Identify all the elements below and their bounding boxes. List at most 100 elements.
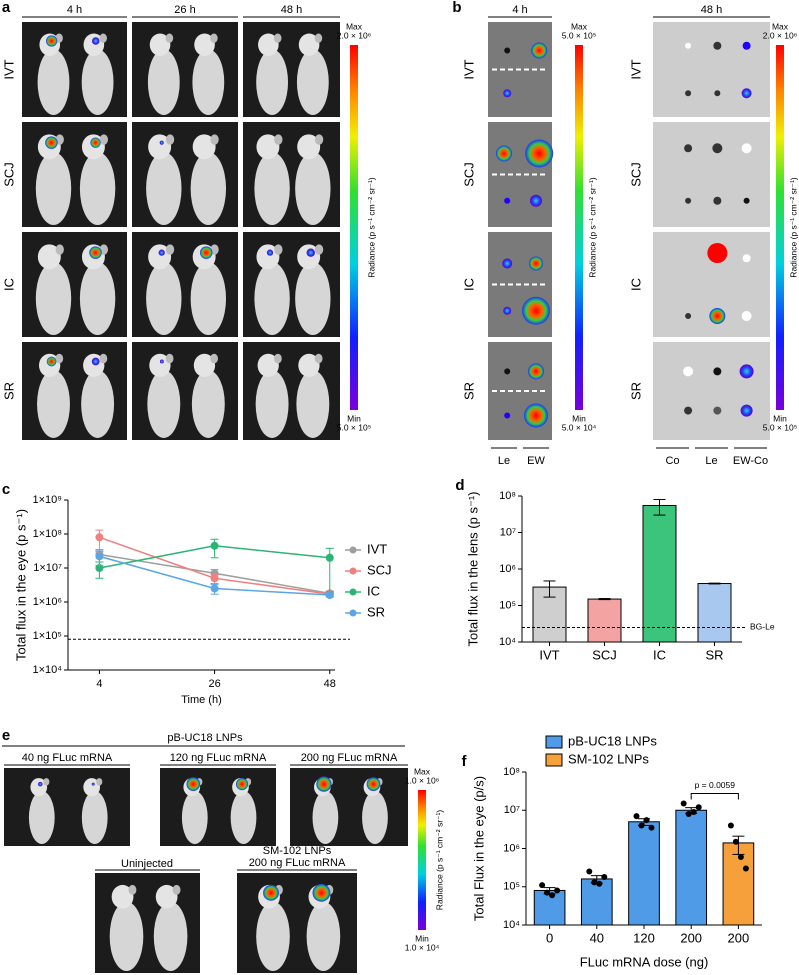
- tissue: [712, 143, 723, 154]
- mouse-body: [79, 152, 116, 225]
- tissue: [529, 256, 543, 271]
- panel-label: d: [455, 477, 464, 494]
- group-label: Uninjected: [121, 858, 173, 870]
- row-label: IVT: [628, 59, 643, 79]
- point: [633, 813, 640, 820]
- point: [742, 865, 749, 872]
- image-tile: [160, 768, 276, 846]
- colorbar-min: Min: [415, 933, 429, 943]
- tissue: [525, 139, 554, 168]
- row-label: SCJ: [1, 162, 16, 187]
- row-label: SCJ: [628, 162, 643, 187]
- tissue: [503, 306, 512, 315]
- tissue: [713, 367, 722, 376]
- mouse-head: [37, 244, 61, 270]
- tissue: [683, 366, 694, 377]
- signal: [91, 357, 100, 366]
- mouse-body: [190, 152, 227, 225]
- colorbar-title: Radiance (p s⁻¹ cm⁻² sr⁻¹): [587, 177, 597, 278]
- image-tile: [290, 768, 408, 846]
- image-tile: [237, 873, 357, 973]
- bar: [675, 809, 708, 926]
- point: [648, 824, 655, 831]
- tissue: [742, 254, 751, 263]
- mouse-body: [296, 370, 330, 438]
- mouse-head: [256, 134, 280, 160]
- mouse-head: [257, 353, 279, 377]
- colorbar-max-value: 2.0 × 10⁶: [337, 30, 371, 40]
- row-label: IC: [1, 278, 16, 291]
- mouse-head: [258, 33, 279, 56]
- mouse-ear: [99, 244, 109, 255]
- signal: [38, 781, 43, 787]
- mouse-ear: [165, 353, 174, 364]
- point: [549, 892, 556, 899]
- mouse-body: [255, 370, 289, 438]
- signal: [90, 137, 101, 148]
- mouse-body: [153, 901, 188, 971]
- mouse-body: [254, 152, 290, 225]
- tissue: [504, 47, 511, 54]
- x-axis-title: FLuc mRNA dose (ng): [580, 954, 709, 969]
- colorbar-title: Radiance (p s⁻¹ cm⁻² sr⁻¹): [366, 177, 376, 278]
- point: [596, 880, 603, 887]
- dose-label: 120 ng FLuc mRNA: [170, 752, 267, 764]
- mouse-ear: [96, 778, 103, 786]
- mouse-body: [147, 370, 181, 438]
- signal: [91, 37, 100, 45]
- row-label: SR: [461, 382, 476, 400]
- signal: [158, 249, 165, 256]
- mouse-body: [79, 262, 116, 335]
- reference-label: BG-Le: [750, 622, 775, 632]
- mouse-ear: [273, 33, 282, 43]
- mouse-ear: [274, 353, 282, 364]
- mouse-body: [256, 49, 289, 115]
- colorbar-min: Min: [572, 413, 586, 423]
- signal: [366, 777, 381, 791]
- group-label: pB-UC18 LNPs: [167, 732, 243, 744]
- mouse-head: [297, 244, 321, 270]
- x-tick-label: 200: [728, 930, 750, 945]
- mouse-head: [155, 884, 178, 909]
- tissue: [684, 144, 693, 153]
- mouse-body: [230, 790, 257, 844]
- colorbar-max-value: 2.0 × 10⁶: [763, 30, 797, 40]
- mouse-body: [295, 262, 331, 335]
- x-tick-label: IC: [653, 647, 666, 662]
- mouse-ear: [165, 244, 175, 255]
- colorbar-max: Max: [772, 21, 789, 31]
- x-axis-title: Time (h): [181, 694, 222, 706]
- x-tick-label: 120: [633, 930, 655, 945]
- point: [95, 564, 104, 572]
- y-axis-title: Total Flux in the eye (p/s): [471, 776, 486, 921]
- mouse-body: [35, 262, 72, 335]
- column-label: EW: [527, 455, 545, 467]
- point: [601, 873, 608, 880]
- bar: [628, 821, 660, 926]
- mouse-body: [35, 152, 72, 225]
- colorbar: [350, 45, 358, 410]
- point: [325, 591, 334, 600]
- y-tick-label: 1×10⁵: [33, 630, 62, 642]
- colorbar-min: Min: [773, 413, 787, 423]
- mouse-body: [192, 49, 225, 115]
- mouse-body: [190, 262, 227, 335]
- tissue: [496, 145, 512, 162]
- tissue: [714, 90, 721, 97]
- row-label: IC: [461, 278, 476, 291]
- tissue: [685, 313, 692, 319]
- image-tile: [653, 342, 770, 440]
- signal: [263, 884, 279, 901]
- tissue: [531, 42, 548, 59]
- mouse-ear: [172, 884, 181, 895]
- tissue: [502, 258, 513, 269]
- tissue: [504, 412, 511, 419]
- mouse-ear: [314, 33, 323, 43]
- legend-label: IVT: [367, 541, 387, 556]
- signal: [235, 778, 249, 791]
- mouse-head: [148, 244, 172, 270]
- point: [643, 817, 650, 824]
- point: [685, 810, 692, 817]
- mouse-ear: [210, 134, 219, 145]
- tissue: [713, 406, 722, 415]
